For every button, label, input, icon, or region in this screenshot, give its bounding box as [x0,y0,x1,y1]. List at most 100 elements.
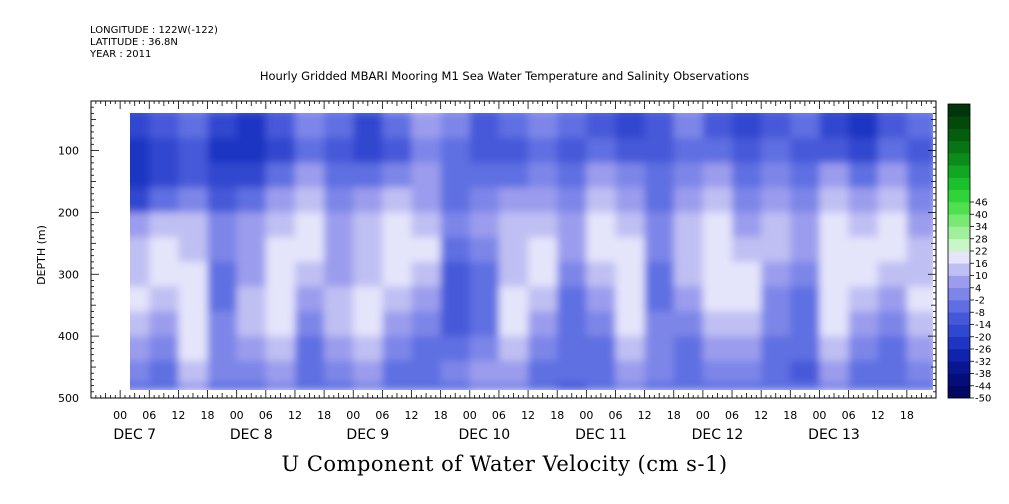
colorbar-swatch [948,177,970,191]
heatmap-cell [819,113,850,139]
heatmap-cell [761,212,792,238]
colorbar-swatch [948,238,970,252]
heatmap-cell [469,261,500,288]
heatmap-cell [877,237,908,263]
colorbar-swatch [948,214,970,227]
heatmap-cell [353,162,384,189]
heatmap-cell [382,382,413,390]
heatmap-cell [673,187,704,214]
heatmap-cell [877,382,908,390]
heatmap-cell [295,261,325,288]
heatmap-cell [848,336,879,362]
heatmap-cell [382,187,413,214]
heatmap-cell [557,261,588,288]
x-tick-label: 18 [201,409,215,422]
heatmap-cell [353,138,384,164]
heatmap-cell [528,138,558,164]
heatmap-cell [498,336,529,362]
heatmap-cell [265,311,296,337]
colorbar-label: -2 [975,296,985,307]
x-tick-label: 00 [812,409,826,422]
heatmap-cell [265,336,296,362]
heatmap-cell [498,212,529,238]
heatmap-cell [586,212,617,238]
heatmap-cell [790,311,821,337]
heatmap-cell [382,311,413,337]
heatmap-cell [440,113,471,139]
heatmap-cell [877,212,908,238]
heatmap-cell [615,336,646,362]
heatmap-cell [295,237,325,263]
heatmap-cell [732,286,762,313]
colorbar-label: -20 [975,332,991,343]
heatmap-cell [557,382,588,390]
heatmap-cell [295,187,325,214]
heatmap-cell [130,212,150,238]
heatmap-cell [732,311,762,337]
heatmap-cell [440,162,471,189]
heatmap-cell [761,360,792,384]
heatmap-cell [877,336,908,362]
heatmap-cell [236,187,267,214]
heatmap-cell [353,382,384,390]
heatmap-cell [265,162,296,189]
heatmap-cell [528,162,558,189]
heatmap-cell [761,286,792,313]
heatmap-cell [702,162,733,189]
heatmap-cell [178,360,209,384]
heatmap-cell [207,187,238,214]
heatmap-cell [236,360,267,384]
chart-title: Hourly Gridded MBARI Mooring M1 Sea Wate… [259,69,750,83]
colorbar-label: -32 [975,357,991,368]
heatmap-cell [906,138,933,164]
heatmap-cell [382,237,413,263]
heatmap-cell [411,162,442,189]
colorbar-swatch [948,275,970,289]
heatmap-cell [848,261,879,288]
heatmap-cell [411,237,442,263]
heatmap-cell [178,311,209,337]
heatmap-cell [615,311,646,337]
heatmap-cell [528,113,558,139]
heatmap-cell [130,138,150,164]
heatmap-cell [673,113,704,139]
x-tick-label: 00 [113,409,127,422]
heatmap-cell [353,113,384,139]
heatmap-cell [178,261,209,288]
heatmap-cell [382,212,413,238]
heatmap-cell [673,360,704,384]
heatmap-cell [586,261,617,288]
colorbar-label: -8 [975,308,985,319]
heatmap-cell [149,212,180,238]
heatmap-cell [673,261,704,288]
heatmap-cell [819,286,850,313]
heatmap-cell [207,311,238,337]
heatmap-cell [353,311,384,337]
heatmap-cell [877,187,908,214]
colorbar-swatch [948,140,970,154]
heatmap-cell [295,336,325,362]
colorbar-label: -14 [975,320,991,331]
x-day-label: DEC 7 [113,427,156,443]
heatmap-cell [761,162,792,189]
x-day-label: DEC 8 [230,427,273,443]
heatmap-cell [207,138,238,164]
heatmap-cell [353,212,384,238]
colorbar-swatch [948,336,970,350]
heatmap-cell [353,187,384,214]
heatmap-cell [673,237,704,263]
heatmap-cell [761,187,792,214]
heatmap-cell [382,360,413,384]
heatmap-cell [761,237,792,263]
heatmap-cell [130,311,150,337]
heatmap-cell [644,261,675,288]
heatmap-cell [353,336,384,362]
colorbar-label: 16 [975,259,988,270]
heatmap-cell [644,237,675,263]
heatmap-cell [236,382,267,390]
heatmap-cell [382,113,413,139]
year-label: YEAR : 2011 [90,49,152,60]
heatmap-cell [528,360,558,384]
heatmap-cell [265,237,296,263]
